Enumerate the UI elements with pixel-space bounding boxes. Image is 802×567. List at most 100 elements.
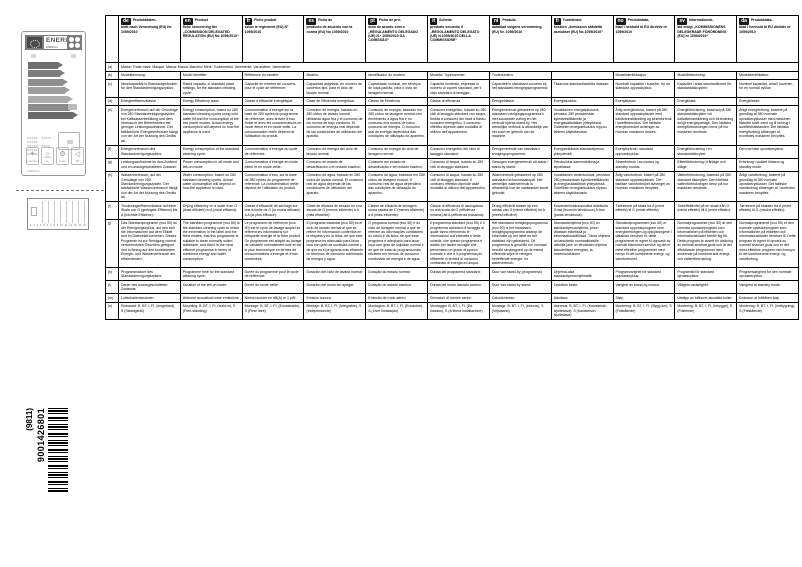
row-cell-en: Water consumption, based on 280 standard… — [179, 170, 243, 203]
row-cell-fi: Tehokulutus sammutettuna ja lepotilassa: — [550, 157, 614, 172]
row-cell-pt: Identificador do modelo: — [365, 70, 429, 81]
row-cell-fi: Energiankulutus standardipesun yhteydess… — [550, 144, 614, 159]
row-cell-da: Emission af luftbåren støj: — [736, 292, 799, 303]
row-cell-de: Programmdauer des Standardreinigungszykl… — [118, 266, 181, 281]
schematic-slot — [84, 201, 85, 223]
row-cell-it: Modello: Typenummer: — [427, 70, 490, 81]
language-code-badge-es: es — [306, 17, 316, 26]
table-row: (a) Marke: Trade mark: Marque: Marca: Mar… — [105, 62, 799, 72]
row-cell-es: Modelo: — [303, 70, 367, 81]
row-cell-sv: Vilägets varaktighet: — [674, 279, 738, 294]
table-head: de Produktdaten-blatt nach Verordnung (EU… — [105, 15, 799, 63]
language-code-badge-fr: fr — [244, 17, 253, 26]
row-cell-de: Energieverbrauch auf der Grundlage von 2… — [118, 105, 181, 146]
language-column-header-en: en Product fiche concerning the „COMMISSIO… — [179, 15, 243, 63]
schematic-scale-label: 10 — [60, 224, 63, 227]
energy-class-bar-Aplusplus: A++ — [28, 70, 66, 78]
language-header-text: producto de acuerdo con la norma (EU) No… — [306, 25, 353, 34]
row-cell-es: Emisión sonora: — [303, 292, 367, 303]
row-cell-da: Årligt energiforbrug, baseret på grundla… — [736, 105, 799, 146]
schematic-scale-label: 12 — [69, 224, 72, 227]
energy-class-scale: A+++ A++ A+ A B C D — [25, 60, 82, 120]
row-cell-it: Consumo di acqua, basato su 280 cicli di… — [427, 170, 490, 203]
language-header-title: Informationsb- — [688, 17, 714, 22]
row-cell-fr: Consommation d’énergie sur la base de 28… — [241, 105, 305, 146]
left-illustration-panel: ENERG ENERGIA · ENEPTEIA · ENERGIJA A+++… — [0, 0, 105, 567]
row-cell-da: Den normale opvaskecyklus: — [736, 144, 799, 159]
row-cell-da: Varighed af standby mode: — [736, 279, 799, 294]
row-cell-it: Il programma standard (eco 50) è il prog… — [427, 218, 490, 268]
row-key-k: (k) — [105, 266, 119, 281]
language-code-badge-nl: nl — [491, 17, 501, 26]
row-cell-da: Programvarighed for den normale opvaskec… — [736, 266, 799, 281]
row-cell-sv: Montering: B, BT, I, FI, (Inbyggd), S (F… — [674, 301, 738, 320]
row-cell-sv: Programtid för standard opvaskcyklus: — [674, 266, 738, 281]
water-consumption-icon: ☀ L/annum — [26, 147, 39, 165]
row-cell-nl: Duur van stand-by stand: — [488, 279, 552, 294]
schematic-scale-label: 4 — [40, 224, 42, 227]
row-cell-da: Modelidentifikation: — [736, 70, 799, 81]
language-header-title: Scheda — [439, 17, 452, 22]
barcode-block: (9811) 9001426801 — [24, 408, 68, 493]
energy-label-meta: XXXXX · XXX/X · XXXXX XXXXX · XXXX · XXXX… — [27, 136, 61, 156]
row-cell-da: Energiklasse: — [736, 96, 799, 107]
energy-label-header: ENERG ENERGIA · ENEPTEIA · ENERGIJA — [25, 35, 82, 50]
row-cell-fi — [550, 70, 614, 81]
row-cell-en: The standard programme (eco 50) is the s… — [179, 218, 243, 268]
schematic-scale-label: 7 — [50, 224, 52, 227]
schematic-slot — [72, 201, 73, 223]
row-cell-es: El programa estándar (eco 50) es el cicl… — [303, 218, 367, 268]
row-cell-it: Durata del programma standard: — [427, 266, 490, 281]
row-cell-fi: Äänitaso: — [550, 292, 614, 303]
row-key-d: (d) — [105, 96, 119, 107]
row-cell-da: Årligt vandforbrug, baseret på grundlag … — [736, 170, 799, 203]
row-key-h: (h) — [105, 170, 119, 203]
row-cell-en: Mounting: B, BT, I, FI, (build-in), S (F… — [179, 301, 243, 320]
row-key-g: (g) — [105, 157, 119, 172]
table-body: (a) Marke: Trade mark: Marque: Marca: Mar… — [105, 62, 799, 320]
row-cell-no: Støy: — [612, 292, 676, 303]
row-cell-no: Modellidentifikasjon: — [612, 70, 676, 81]
schematic-scale-label: 3 — [36, 224, 39, 227]
row-cell-es: Clase de Eficiencia energética: — [303, 96, 367, 107]
language-column-header-sv: sv Informationsb-lad enligt „KOMMISSIONEN… — [674, 15, 738, 63]
badge-3 — [69, 43, 74, 48]
table-row: (f) Energieverbrauch des Standardreinigun… — [105, 144, 799, 159]
language-column-header-no: no Produktdata-blad i henhold til EU dire… — [612, 15, 676, 63]
icon-caption: place st. — [43, 155, 52, 163]
energy-class-bar-B: B — [28, 95, 73, 103]
schematic-slot — [42, 201, 43, 223]
eu-flag-icon — [27, 37, 42, 48]
row-cell-nl: Energieverbruik gebaseerd op 280 standaa… — [488, 105, 552, 146]
row-cell-sv: Kapacitet i antal standardkuvert för sta… — [674, 79, 738, 98]
table-row: (g) Leistungsaufnahme im Aus-Zustand und … — [105, 157, 799, 172]
row-cell-da: Nominel kapacitet, antal i kuverter, for… — [736, 79, 799, 98]
row-cell-it: Consumo energetico del ciclo di lavaggio… — [427, 144, 490, 159]
language-code-badge-sv: sv — [677, 17, 687, 26]
energy-consumption-box — [58, 132, 80, 150]
language-code-badge-pt: pt — [368, 17, 377, 26]
schematic-scale-label: 13 — [73, 224, 77, 227]
row-cell-fr: Classe d’efficacité énergétique: — [241, 96, 305, 107]
language-header-title: Ficha de — [318, 17, 333, 22]
row-cell-fi: Vuosittainen energiankulutus, perustuu 2… — [550, 105, 614, 146]
row-cell-it: Consumo di acqua, basato su 280 cicli di… — [427, 157, 490, 172]
row-cell-sv: Energiförbrukning, baserad på 280 standa… — [674, 105, 738, 146]
energy-class-bar-Aplusplusplus: A+++ — [28, 62, 63, 69]
badge-1 — [69, 37, 74, 42]
energy-label-regulation: 1059/2010 — [27, 170, 40, 173]
row-cell-en: Rated capacity, in standard place settin… — [179, 79, 243, 98]
row-cell-de: Einbauart: B, BT, I, FI, (eingebaut), S … — [118, 301, 181, 320]
drying-efficiency-icon: ⚙ class — [56, 147, 69, 165]
row-cell-fr: Classe d’efficacité de séchage sur une é… — [241, 201, 305, 220]
row-key-j: (j) — [105, 218, 119, 268]
row-cell-en: Drying efficiency on a scale from G (lea… — [179, 201, 243, 220]
row-cell-es: Montaje: B, BT, I, FI, (Integrable), S (… — [303, 301, 367, 320]
language-header-text: blatt nach Verordnung (EU) Nr. 1059/2010 — [121, 25, 172, 34]
language-column-header-pt: pt Ficha de pro-duto de acordo com o „REG… — [365, 15, 429, 63]
badge-2 — [75, 37, 80, 42]
icon-caption: dB — [75, 159, 80, 163]
row-cell-no: Varighet av stand-by-modus: — [612, 279, 676, 294]
language-code-badge-no: no — [615, 17, 626, 26]
row-cell-da: Montering: B, BT, I, FI, (Indbygning), S… — [736, 301, 799, 320]
